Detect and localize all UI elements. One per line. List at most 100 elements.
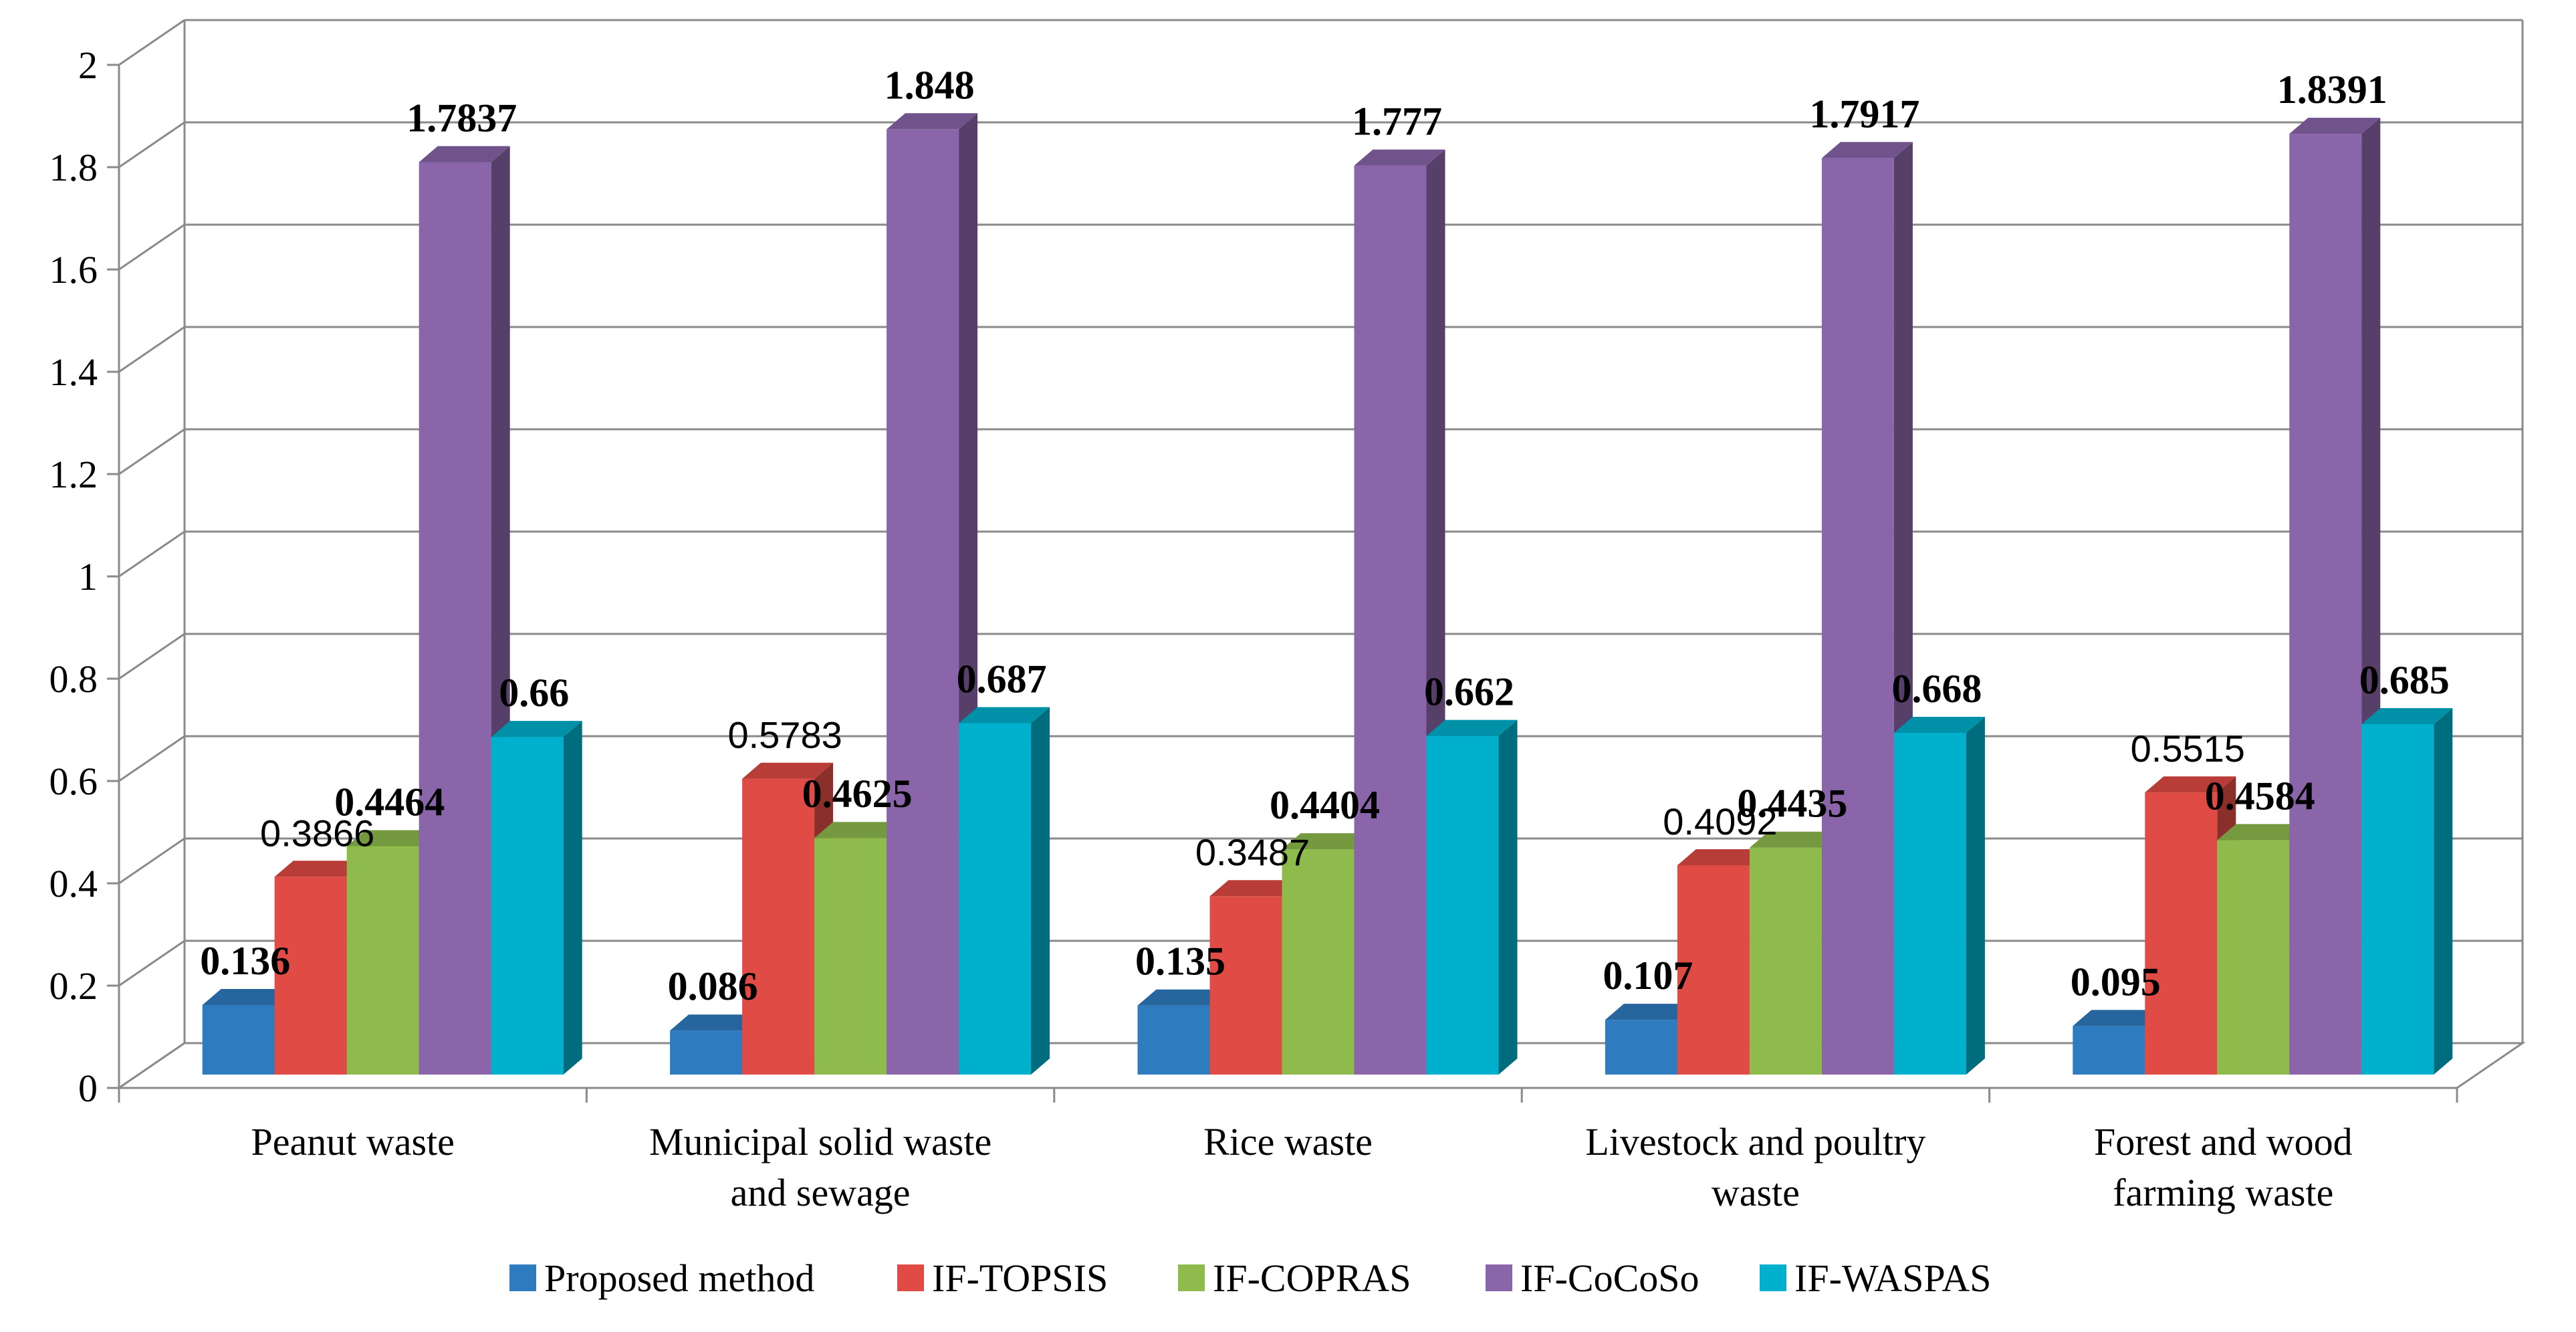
data-label: 0.107: [1603, 954, 1693, 998]
bar-front: [1282, 849, 1355, 1075]
bar-front: [814, 838, 887, 1075]
y-tick-label: 1.8: [49, 146, 98, 189]
y-tick-label: 0.4: [49, 862, 98, 905]
y-tick-label: 0.8: [49, 657, 98, 701]
y-tick-label: 0.2: [49, 964, 98, 1008]
data-label: 0.4464: [334, 780, 445, 824]
gridline-side: [118, 735, 185, 782]
bar-top: [2145, 776, 2236, 793]
bar-side: [1966, 716, 1985, 1075]
bar-front: [346, 846, 419, 1075]
bar-top: [2217, 824, 2309, 841]
x-category-label: Rice waste: [1203, 1120, 1373, 1163]
bar-front: [2073, 1026, 2145, 1075]
data-label: 0.685: [2359, 658, 2450, 702]
legend-label: IF-TOPSIS: [932, 1256, 1108, 1300]
gridline-side: [118, 223, 185, 271]
bar-top: [887, 113, 978, 130]
bar-front: [1209, 896, 1282, 1075]
gridline-side: [118, 837, 185, 885]
bar-top: [491, 721, 582, 738]
legend: Proposed method IF-TOPSIS IF-COPRAS IF-CoCo…: [509, 1256, 1991, 1300]
bar-top: [1749, 831, 1841, 848]
data-label: 0.4435: [1737, 782, 1847, 826]
legend-item: IF-WASPAS: [1760, 1256, 1991, 1300]
bar-front: [419, 162, 491, 1075]
data-label: 0.136: [200, 939, 290, 983]
data-label: 0.687: [957, 657, 1047, 701]
bar-front: [1893, 732, 1966, 1075]
legend-swatch: [1178, 1264, 1205, 1291]
data-label: 1.848: [885, 63, 975, 107]
bar-top: [1354, 149, 1445, 166]
bar-front: [1137, 1005, 1210, 1075]
data-label: 0.5515: [2131, 728, 2245, 770]
x-category-label: Livestock and poultry: [1585, 1120, 1925, 1163]
data-label: 1.777: [1352, 100, 1442, 144]
bar-front: [2361, 724, 2434, 1075]
legend-label: IF-CoCoSo: [1520, 1256, 1700, 1300]
bar-top: [670, 1014, 762, 1031]
bar-top: [1426, 719, 1518, 736]
gridline-side: [118, 19, 185, 66]
data-label: 0.66: [499, 671, 569, 715]
x-category-label: waste: [1712, 1171, 1800, 1214]
gridline-side: [118, 326, 185, 373]
data-label: 0.3487: [1195, 831, 1310, 873]
legend-label: IF-WASPAS: [1794, 1256, 1991, 1300]
bar-front: [670, 1030, 743, 1075]
bar: [2361, 707, 2453, 1075]
legend-swatch: [897, 1264, 924, 1291]
bar-front: [202, 1004, 275, 1075]
bar-front: [1426, 736, 1499, 1075]
data-label: 0.135: [1135, 939, 1225, 984]
legend-swatch: [1760, 1264, 1786, 1291]
bar-top: [1821, 142, 1913, 158]
bar-front: [1354, 165, 1427, 1075]
bar-front: [2145, 792, 2218, 1075]
legend-label: Proposed method: [544, 1256, 814, 1300]
x-category-label: Municipal solid waste: [649, 1120, 991, 1163]
y-tick-label: 1.2: [49, 453, 98, 496]
y-tick-label: 1.4: [49, 350, 98, 394]
legend-swatch: [509, 1264, 536, 1291]
legend-item: Proposed method: [509, 1256, 814, 1300]
bar-top: [959, 707, 1050, 724]
y-tick-label: 0: [78, 1067, 98, 1110]
bar-top: [1893, 716, 1985, 733]
y-tick-label: 2: [78, 43, 98, 87]
bar-top: [1605, 1004, 1696, 1020]
bar-side: [563, 721, 582, 1075]
bar-top: [2073, 1010, 2164, 1026]
gridline-side: [118, 121, 185, 169]
bar-front: [2289, 134, 2362, 1075]
bar-front: [1749, 847, 1822, 1075]
gridline-side: [118, 530, 185, 578]
bars: [202, 113, 2453, 1075]
bar-front: [491, 737, 564, 1075]
bar-top: [346, 830, 438, 847]
x-category-label: Peanut waste: [251, 1120, 454, 1163]
data-label: 0.4584: [2205, 774, 2315, 818]
gridline-side: [118, 428, 185, 475]
bar-front: [959, 723, 1032, 1075]
bar-front: [742, 778, 815, 1075]
bar-front: [1821, 158, 1894, 1075]
gridline-side: [118, 939, 185, 987]
bar-top: [2289, 118, 2381, 134]
bar-top: [1209, 880, 1301, 897]
data-labels: 0.136 0.086 0.135 0.107 0.095 0.3866 0.5783 0.3…: [200, 63, 2450, 1008]
legend-label: IF-COPRAS: [1213, 1256, 1411, 1300]
data-label: 0.4092: [1663, 800, 1777, 843]
bar-front: [274, 877, 347, 1075]
y-tick-label: 1.6: [49, 248, 98, 292]
data-label: 0.4625: [802, 772, 913, 816]
x-axis-categories: Peanut waste Municipal solid waste and sew…: [251, 1120, 2352, 1214]
bar-front: [1677, 865, 1750, 1075]
bar-top: [419, 146, 510, 162]
x-category-label: farming waste: [2113, 1171, 2333, 1214]
data-label: 0.5783: [727, 714, 842, 756]
x-category-label: and sewage: [731, 1171, 911, 1214]
